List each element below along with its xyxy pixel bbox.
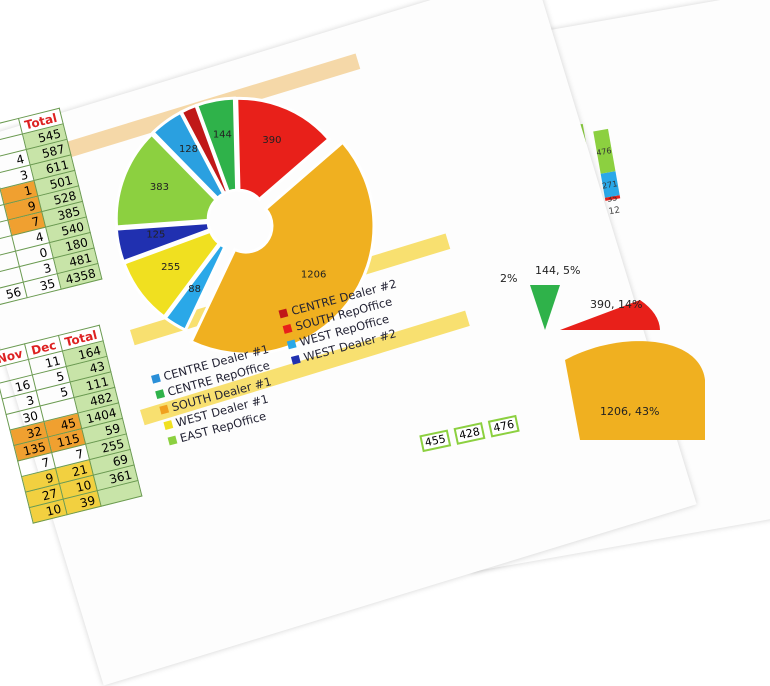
side-pie-label: 390, 14% <box>590 298 642 311</box>
legend-swatch <box>159 405 169 415</box>
legend-swatch <box>279 308 289 318</box>
legend-swatch <box>163 420 173 430</box>
side-pie-slice <box>565 341 705 440</box>
side-pie-label: 144, 5% <box>535 264 580 277</box>
side-pie-slice <box>530 285 560 330</box>
legend-swatch <box>151 374 161 384</box>
side-pie-label: 2% <box>500 272 517 285</box>
legend-swatch <box>155 389 165 399</box>
legend-swatch <box>291 355 301 365</box>
legend-swatch <box>283 324 293 334</box>
legend-swatch <box>287 339 297 349</box>
legend-swatch <box>168 436 178 446</box>
side-pie-label: 1206, 43% <box>600 405 659 418</box>
